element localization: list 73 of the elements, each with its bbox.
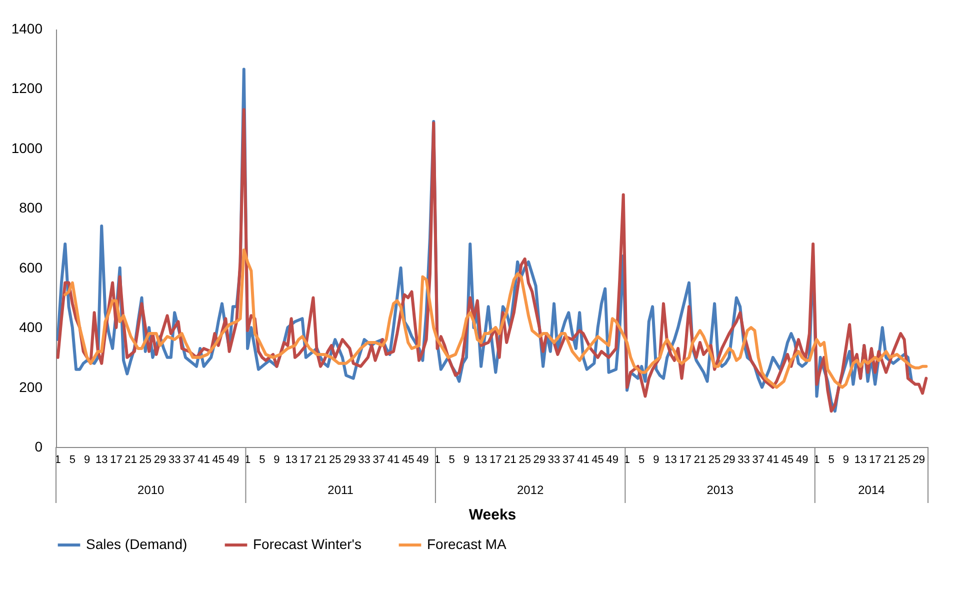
- x-tick-label: 41: [577, 454, 590, 466]
- legend-label: Forecast Winter's: [253, 536, 362, 552]
- y-tick-label: 1000: [11, 140, 43, 156]
- x-tick-label: 21: [124, 454, 137, 466]
- y-tick-label: 400: [19, 319, 43, 336]
- x-tick-label: 17: [110, 454, 122, 466]
- x-tick-label: 49: [226, 454, 240, 466]
- legend-label: Sales (Demand): [86, 536, 188, 552]
- x-tick-label: 5: [638, 454, 645, 466]
- x-tick-label: 25: [328, 454, 342, 466]
- x-tick-label: 41: [766, 454, 780, 466]
- x-tick-label: 13: [854, 454, 867, 466]
- x-tick-label: 33: [548, 454, 560, 466]
- x-tick-label: 13: [474, 454, 488, 466]
- legend-label: Forecast MA: [427, 536, 508, 552]
- x-tick-label: 37: [562, 454, 575, 466]
- x-tick-label: 49: [606, 454, 619, 466]
- x-tick-label: 25: [139, 454, 152, 466]
- x-tick-label: 25: [708, 454, 721, 466]
- x-tick-label: 21: [694, 454, 706, 466]
- x-tick-label: 49: [416, 454, 429, 466]
- x-tick-label: 41: [198, 454, 210, 466]
- y-tick-label: 1400: [11, 20, 43, 36]
- x-tick-label: 21: [314, 454, 327, 466]
- x-tick-label: 9: [84, 454, 90, 466]
- x-tick-label: 49: [796, 454, 808, 466]
- y-tick-label: 800: [19, 200, 43, 216]
- y-tick-label: 600: [19, 259, 43, 276]
- x-tick-label: 33: [358, 454, 370, 466]
- x-tick-label: 25: [898, 454, 910, 466]
- text: 2012: [516, 483, 544, 497]
- x-axis-title: Weeks: [468, 506, 516, 524]
- x-tick-label: 37: [372, 454, 386, 466]
- text: 2013: [706, 483, 734, 497]
- x-tick-label: 5: [448, 454, 455, 466]
- x-tick-label: 17: [679, 454, 692, 466]
- x-tick-label: 29: [912, 454, 926, 466]
- x-tick-label: 29: [723, 454, 736, 466]
- x-tick-label: 45: [402, 454, 414, 466]
- x-tick-label: 29: [344, 454, 356, 466]
- x-tick-label: 13: [664, 454, 677, 466]
- x-tick-label: 9: [463, 454, 470, 466]
- x-tick-label: 21: [504, 454, 516, 466]
- x-tick-label: 29: [533, 454, 546, 466]
- x-tick-label: 45: [781, 454, 794, 466]
- x-tick-label: 33: [738, 454, 750, 466]
- x-tick-label: 17: [868, 454, 882, 466]
- x-tick-label: 29: [154, 454, 166, 466]
- x-tick-label: 5: [828, 454, 834, 466]
- x-tick-label: 5: [69, 454, 76, 466]
- x-tick-label: 13: [95, 454, 108, 466]
- x-tick-label: 17: [490, 454, 502, 466]
- x-tick-label: 21: [884, 454, 896, 466]
- y-tick-label: 1200: [11, 80, 43, 96]
- x-tick-label: 5: [259, 454, 266, 466]
- x-tick-label: 9: [274, 454, 280, 466]
- x-tick-label: 41: [387, 454, 400, 466]
- x-tick-label: 25: [518, 454, 531, 466]
- text: 2010: [138, 483, 165, 497]
- x-tick-label: 45: [592, 454, 604, 466]
- x-tick-label: 13: [285, 454, 298, 466]
- x-tick-label: 17: [300, 454, 312, 466]
- y-tick-label: 200: [19, 378, 43, 395]
- x-tick-label: 9: [842, 454, 849, 466]
- x-tick-label: 37: [752, 454, 764, 466]
- x-tick-label: 33: [168, 454, 181, 466]
- text: 2014: [858, 483, 886, 497]
- x-tick-label: 9: [653, 454, 660, 466]
- x-tick-label: 37: [183, 454, 196, 466]
- x-tick-label: 45: [212, 454, 224, 466]
- x-tick-label: 1: [434, 454, 440, 466]
- y-tick-label: 0: [34, 438, 43, 454]
- text: 2011: [328, 483, 354, 497]
